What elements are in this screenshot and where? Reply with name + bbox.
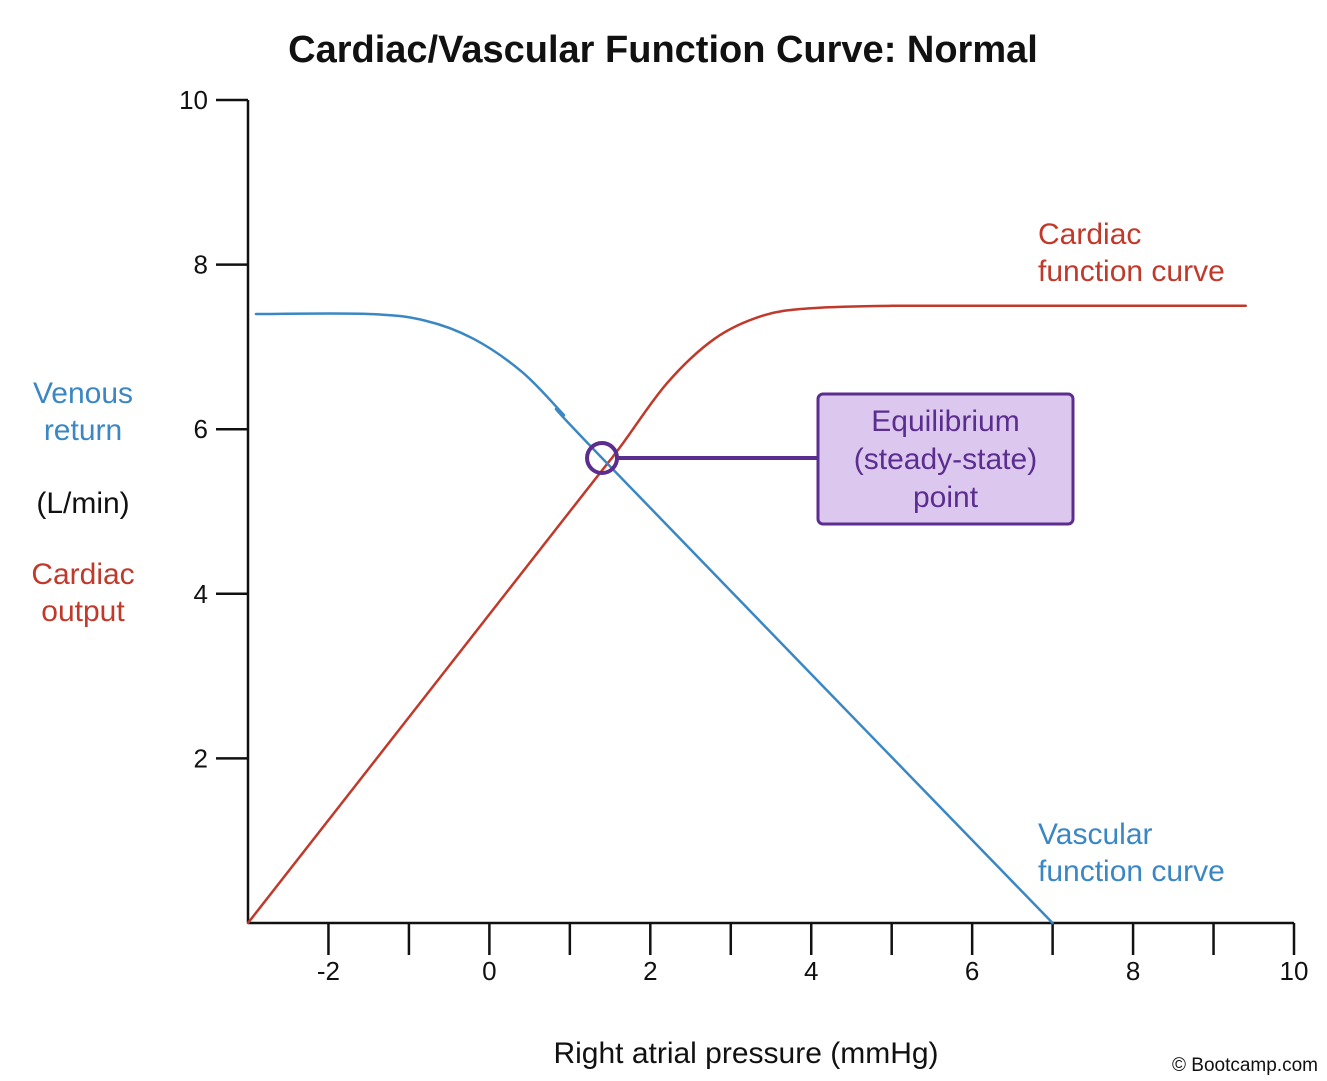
y-tick-label: 10: [179, 85, 208, 115]
x-tick-label: 0: [482, 956, 496, 986]
vascular-curve-label-line: function curve: [1038, 855, 1225, 888]
equilibrium-label-line: point: [913, 481, 979, 514]
y-tick-label: 6: [194, 414, 208, 444]
y-label-cardiac-line-1: Cardiac: [31, 558, 134, 591]
cardiac-curve-label-line: Cardiac: [1038, 218, 1141, 251]
x-axis-title: Right atrial pressure (mmHg): [553, 1037, 938, 1070]
x-tick-label: -2: [317, 956, 340, 986]
equilibrium-label-line: Equilibrium: [871, 405, 1019, 438]
equilibrium-box: [816, 392, 1075, 526]
axes: [246, 100, 1294, 925]
annotation-layer: Equilibrium (steady-state) point: [585, 392, 1075, 526]
axis-ticks: -2 0 2 4 6 8 10 2 4 6 8 10: [179, 85, 1308, 986]
credit-text: © Bootcamp.com: [1172, 1055, 1318, 1076]
x-tick-label: 10: [1280, 956, 1309, 986]
cardiac-curve-label-line: function curve: [1038, 255, 1225, 288]
y-label-venous-line-1: Venous: [33, 377, 133, 410]
x-tick-label: 4: [804, 956, 818, 986]
x-tick-label: 2: [643, 956, 657, 986]
y-tick-label: 8: [194, 250, 208, 280]
series-layer: [246, 304, 1247, 925]
y-label-cardiac-line-2: output: [41, 595, 125, 628]
y-axis-labels: Venous return (L/min) Cardiac output: [31, 377, 134, 628]
y-tick-label: 4: [194, 579, 208, 609]
x-tick-label: 8: [1126, 956, 1140, 986]
vascular-function-curve-line: [254, 312, 1054, 925]
equilibrium-label-line: (steady-state): [854, 443, 1037, 476]
y-label-units: (L/min): [36, 487, 129, 520]
vascular-curve-label-line: Vascular: [1038, 818, 1153, 851]
chart-title: Cardiac/Vascular Function Curve: Normal: [288, 29, 1038, 71]
cardiac-function-curve-line: [246, 304, 1247, 925]
curve-labels: Cardiac function curve Vascular function cu…: [1038, 218, 1225, 888]
y-label-venous-line-2: return: [44, 414, 122, 447]
equilibrium-point-marker: [585, 441, 620, 476]
x-tick-label: 6: [965, 956, 979, 986]
y-tick-label: 2: [194, 743, 208, 773]
